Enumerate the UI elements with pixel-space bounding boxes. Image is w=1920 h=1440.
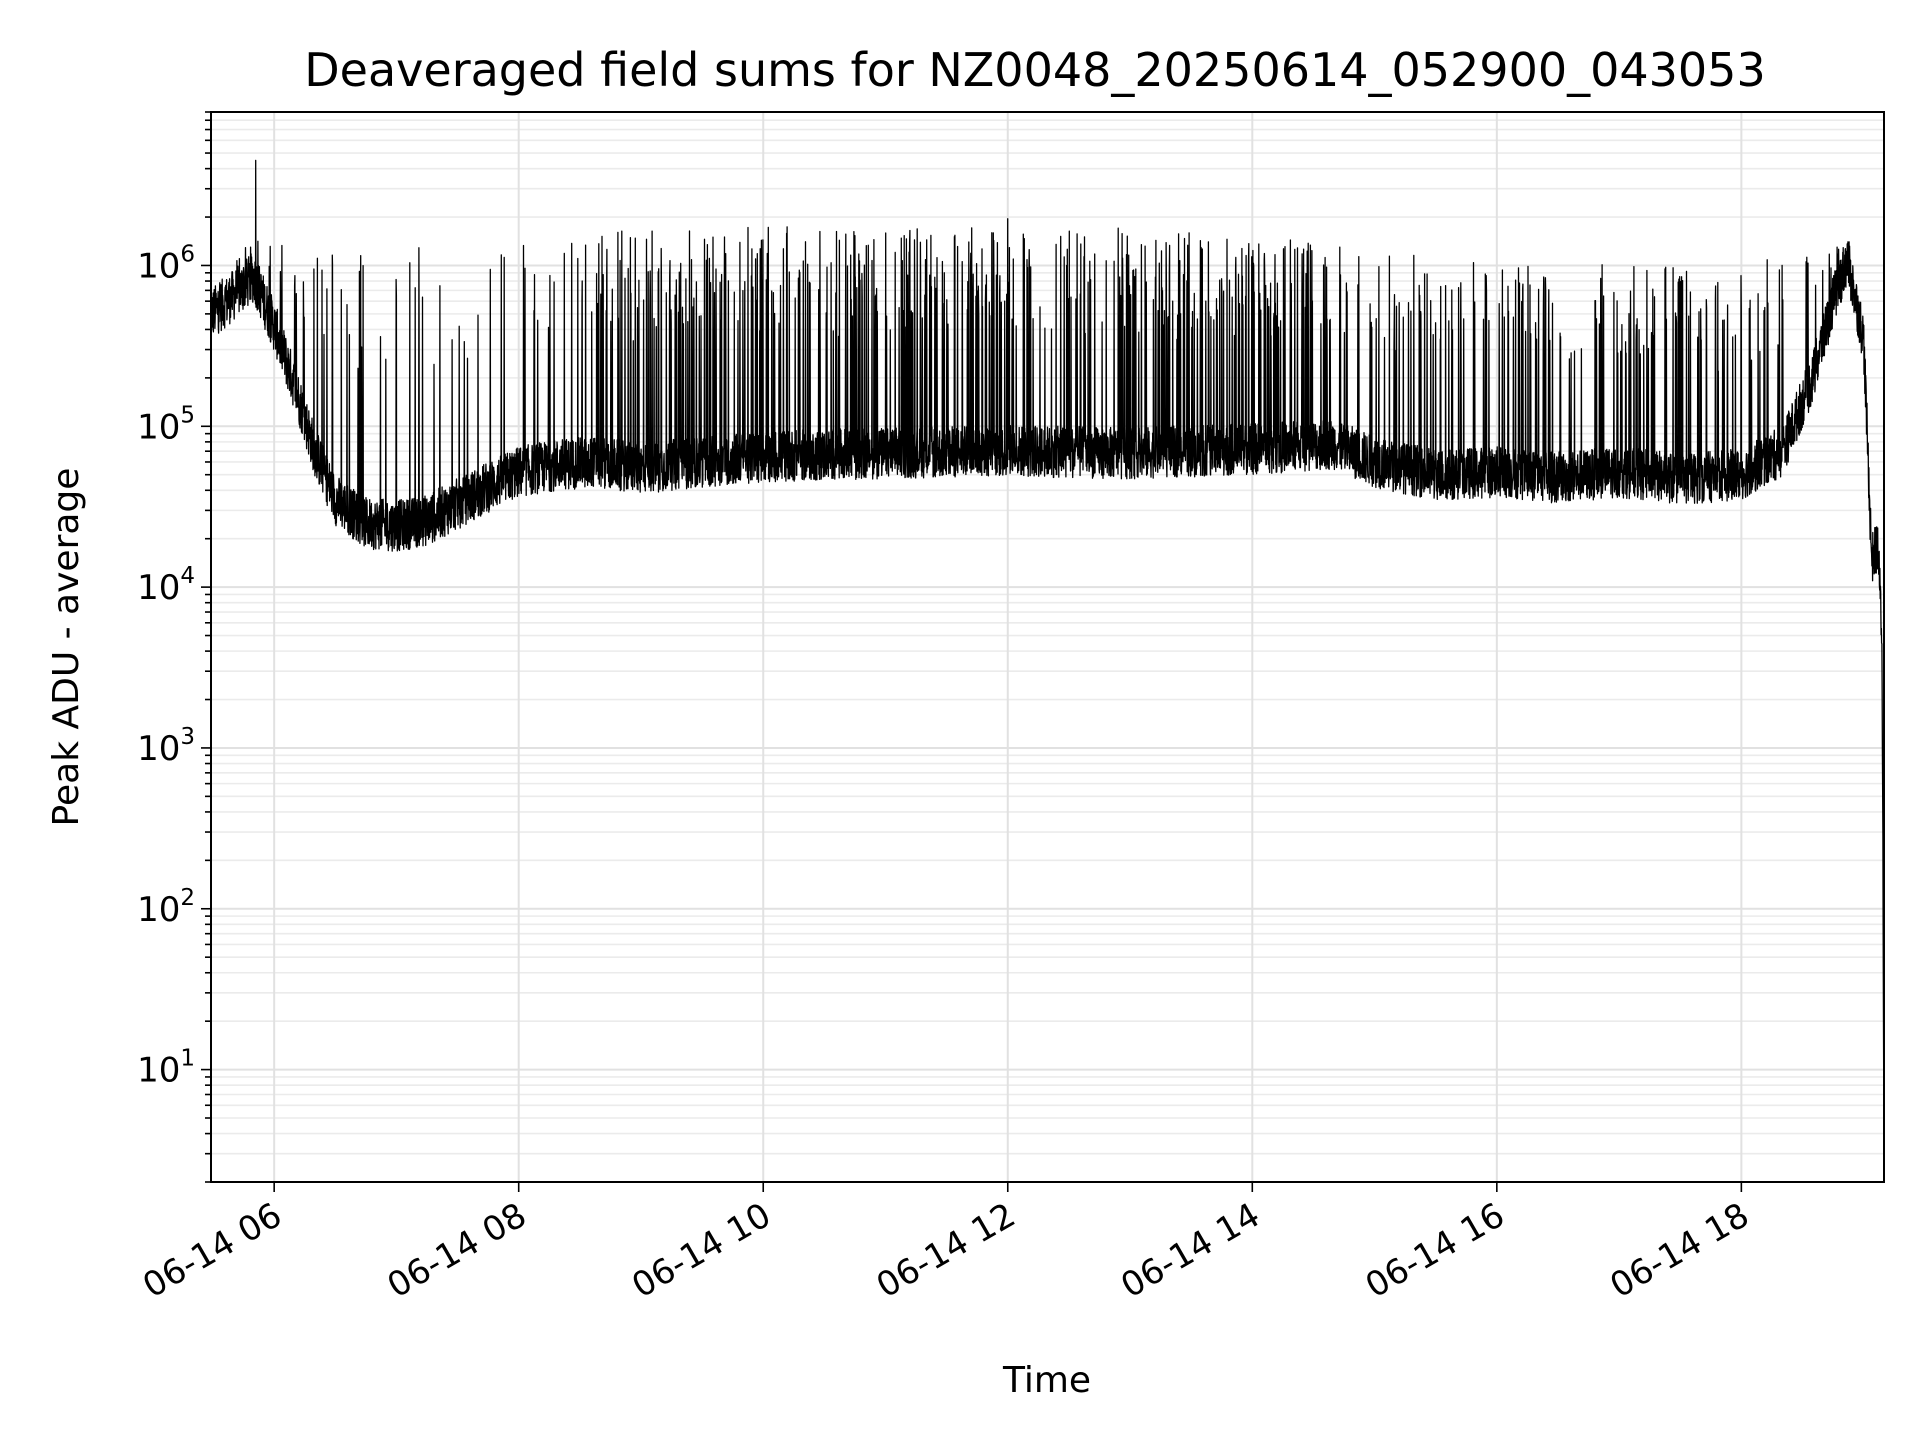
- y-tick-label-exp: 1: [180, 1046, 195, 1072]
- y-tick-label-base: 10: [137, 1051, 180, 1091]
- x-tick-label: 06-14 12: [870, 1195, 1022, 1306]
- y-tick-label-base: 10: [137, 246, 180, 286]
- y-tick-label-exp: 2: [180, 885, 195, 911]
- y-tick-label-base: 10: [137, 407, 180, 447]
- y-tick-label-base: 10: [137, 729, 180, 769]
- y-tick-label: 102: [137, 885, 195, 930]
- x-tick-label: 06-14 14: [1114, 1195, 1266, 1306]
- y-tick-label-exp: 5: [180, 402, 195, 428]
- y-tick-label: 106: [137, 241, 195, 286]
- series-line: [211, 159, 1884, 1134]
- y-tick-label: 104: [137, 563, 195, 608]
- y-tick-label-exp: 3: [180, 724, 195, 750]
- plot-frame: [210, 111, 1885, 1183]
- y-tick-label: 103: [137, 724, 195, 769]
- y-tick-label-exp: 6: [180, 241, 195, 267]
- y-tick-label-base: 10: [137, 568, 180, 608]
- x-axis-label: Time: [1002, 1360, 1091, 1401]
- y-tick-label: 105: [137, 402, 195, 447]
- x-tick-label: 06-14 16: [1359, 1195, 1511, 1306]
- y-tick-label-base: 10: [137, 890, 180, 930]
- x-axis: 06-14 06 06-14 08 06-14 10 06-14 12 06-14 14…: [136, 1182, 1756, 1306]
- y-axis-label: Peak ADU - average: [46, 468, 87, 827]
- x-tick-label: 06-14 06: [136, 1195, 288, 1306]
- grid: [211, 111, 1884, 1183]
- chart-title: Deaveraged field sums for NZ0048_2025061…: [304, 43, 1765, 97]
- x-tick-label: 06-14 08: [381, 1195, 533, 1306]
- y-tick-label-exp: 4: [180, 563, 195, 589]
- x-tick-label: 06-14 10: [625, 1195, 777, 1306]
- plot-area: [211, 159, 1884, 1134]
- y-tick-label: 101: [137, 1046, 195, 1091]
- x-tick-label: 06-14 18: [1603, 1195, 1755, 1306]
